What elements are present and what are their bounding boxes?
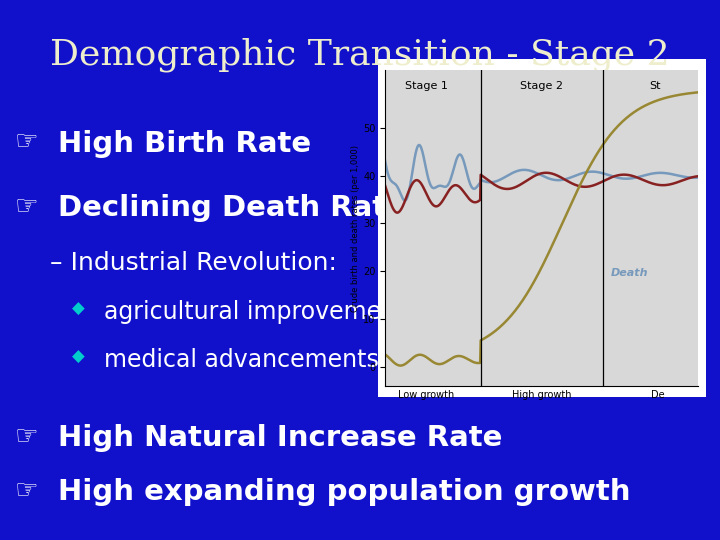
Text: High Natural Increase Rate: High Natural Increase Rate — [58, 424, 502, 452]
Text: High Birth Rate: High Birth Rate — [58, 130, 311, 158]
Text: medical advancements: medical advancements — [104, 348, 379, 372]
Text: ◆: ◆ — [72, 300, 85, 318]
Text: High expanding population growth: High expanding population growth — [58, 478, 630, 506]
Text: ☞: ☞ — [14, 194, 38, 220]
Text: ◆: ◆ — [72, 348, 85, 366]
Text: – Industrial Revolution:: – Industrial Revolution: — [50, 251, 337, 275]
Text: agricultural improvements: agricultural improvements — [104, 300, 418, 323]
Text: Low growth: Low growth — [398, 390, 454, 400]
Text: ☞: ☞ — [14, 478, 38, 504]
Text: Declining Death Rate: Declining Death Rate — [58, 194, 405, 222]
Text: ☞: ☞ — [14, 130, 38, 156]
Y-axis label: Crude birth and death rates (per 1,000): Crude birth and death rates (per 1,000) — [351, 145, 360, 312]
Text: ☞: ☞ — [14, 424, 38, 450]
Text: Stage 1: Stage 1 — [405, 82, 448, 91]
Text: Death: Death — [611, 268, 649, 278]
Text: St: St — [649, 82, 661, 91]
Text: Stage 2: Stage 2 — [521, 82, 563, 91]
Text: Demographic Transition - Stage 2: Demographic Transition - Stage 2 — [50, 38, 670, 72]
Text: De: De — [651, 390, 665, 400]
Text: High growth: High growth — [512, 390, 572, 400]
